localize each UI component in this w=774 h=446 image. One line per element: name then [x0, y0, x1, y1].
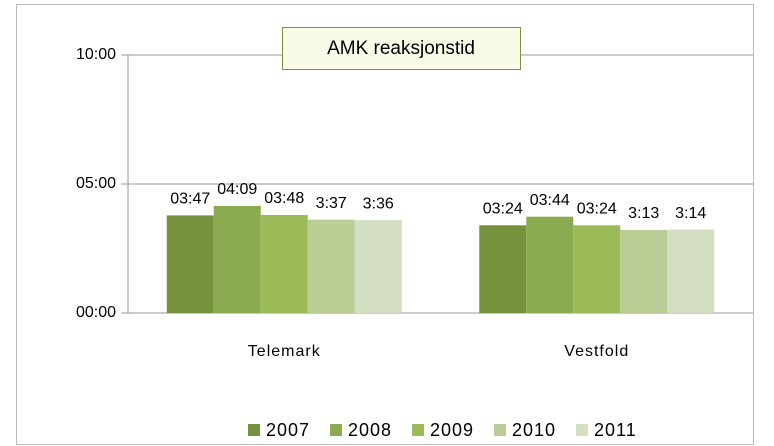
- y-tick-label: 00:00: [76, 304, 116, 321]
- legend-label: 2010: [512, 420, 556, 440]
- bar: [620, 230, 668, 313]
- data-label: 03:48: [264, 190, 304, 207]
- data-label: 3:37: [316, 195, 347, 212]
- bar: [354, 220, 402, 313]
- y-tick-label: 10:00: [76, 46, 116, 63]
- bar: [260, 214, 308, 313]
- legend-swatch: [248, 424, 260, 436]
- x-tick-label: Telemark: [248, 343, 321, 360]
- data-label: 03:44: [530, 192, 570, 209]
- legend-label: 2008: [348, 420, 392, 440]
- bar: [166, 215, 214, 313]
- legend-label: 2007: [266, 420, 310, 440]
- legend-label: 2011: [594, 420, 637, 440]
- title-box: [282, 27, 521, 70]
- bar: [667, 229, 715, 313]
- bar: [213, 205, 261, 313]
- bar: [573, 225, 621, 313]
- bar: [479, 225, 527, 313]
- legend-label: 2009: [430, 420, 474, 440]
- legend-swatch: [494, 424, 506, 436]
- data-label: 3:13: [628, 205, 659, 222]
- chart-title: AMK reaksjonstid: [327, 38, 475, 59]
- data-label: 03:24: [483, 200, 523, 217]
- data-label: 03:47: [170, 191, 210, 208]
- data-label: 3:14: [675, 205, 706, 222]
- y-tick-label: 05:00: [76, 175, 116, 192]
- x-tick-label: Vestfold: [564, 343, 629, 360]
- legend-swatch: [576, 424, 588, 436]
- data-label: 3:36: [363, 195, 394, 212]
- bar: [307, 219, 355, 313]
- legend-swatch: [330, 424, 342, 436]
- bar: [526, 216, 574, 313]
- data-label: 04:09: [217, 181, 257, 198]
- legend-swatch: [412, 424, 424, 436]
- data-label: 03:24: [577, 200, 617, 217]
